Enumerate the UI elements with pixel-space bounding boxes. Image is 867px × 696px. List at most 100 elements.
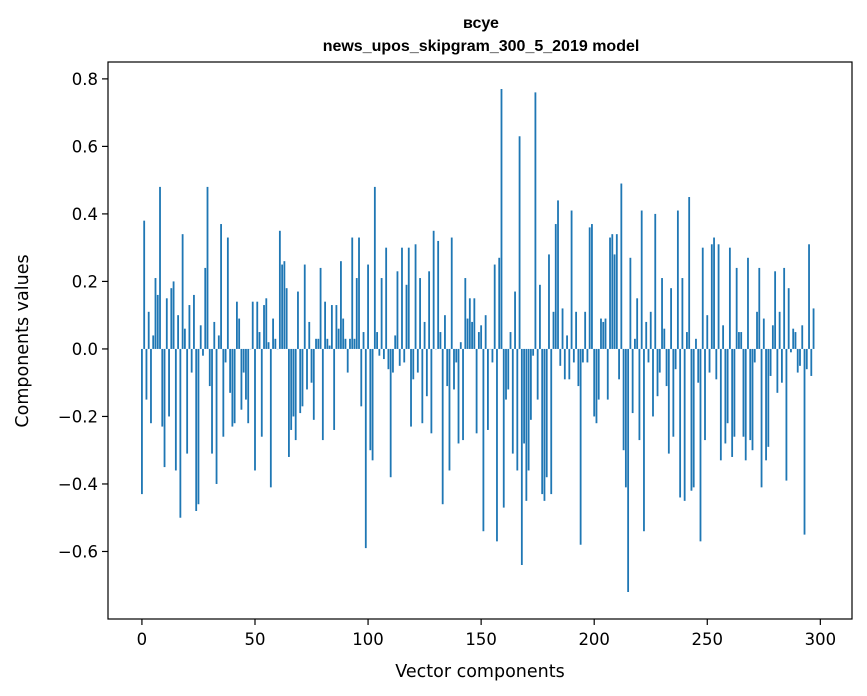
bar-65 bbox=[288, 348, 290, 457]
bar-280 bbox=[774, 271, 777, 349]
bar-220 bbox=[638, 348, 641, 441]
bar-277 bbox=[767, 348, 770, 447]
bar-164 bbox=[511, 348, 514, 454]
bar-7 bbox=[156, 294, 159, 349]
bar-0 bbox=[141, 348, 143, 495]
bar-278 bbox=[769, 348, 772, 376]
bar-279 bbox=[771, 325, 774, 349]
bar-13 bbox=[170, 288, 173, 349]
bar-84 bbox=[330, 305, 333, 349]
bar-51 bbox=[256, 301, 259, 349]
bar-178 bbox=[543, 348, 546, 501]
bar-73 bbox=[306, 348, 308, 390]
bar-177 bbox=[541, 348, 544, 495]
bar-117 bbox=[405, 284, 408, 349]
bar-251 bbox=[708, 348, 711, 373]
bar-165 bbox=[514, 291, 516, 349]
bar-96 bbox=[358, 237, 360, 349]
bar-180 bbox=[548, 254, 550, 349]
bar-52 bbox=[258, 332, 261, 349]
bar-281 bbox=[776, 348, 779, 393]
bar-207 bbox=[609, 237, 611, 349]
bar-189 bbox=[568, 348, 571, 380]
bar-113 bbox=[396, 271, 399, 349]
bar-71 bbox=[301, 348, 304, 407]
bar-104 bbox=[376, 332, 379, 349]
bar-54 bbox=[263, 305, 265, 349]
bar-140 bbox=[457, 348, 460, 444]
bar-141 bbox=[459, 342, 462, 349]
bar-99 bbox=[364, 348, 367, 549]
bar-285 bbox=[785, 348, 788, 481]
bar-10 bbox=[163, 348, 166, 468]
bar-170 bbox=[525, 348, 528, 501]
y-axis-ticks: −0.6 −0.4 −0.2 0.0 0.2 0.4 0.6 0.8 bbox=[58, 70, 108, 561]
bar-250 bbox=[706, 315, 709, 349]
bar-91 bbox=[346, 348, 349, 373]
bar-179 bbox=[545, 348, 548, 478]
x-tick-label: 150 bbox=[465, 630, 497, 649]
bar-244 bbox=[692, 348, 695, 488]
bar-138 bbox=[453, 348, 455, 390]
bar-197 bbox=[586, 348, 589, 363]
bar-173 bbox=[532, 348, 535, 356]
bar-24 bbox=[195, 348, 198, 511]
bar-132 bbox=[439, 332, 442, 349]
bar-75 bbox=[310, 348, 313, 383]
bar-116 bbox=[403, 348, 406, 363]
bar-253 bbox=[713, 237, 715, 349]
bar-290 bbox=[796, 348, 799, 373]
bar-167 bbox=[518, 136, 521, 349]
bar-32 bbox=[213, 321, 216, 349]
bar-256 bbox=[719, 348, 722, 461]
bar-83 bbox=[328, 345, 331, 349]
bar-131 bbox=[437, 240, 440, 349]
bar-12 bbox=[168, 348, 170, 417]
bar-78 bbox=[317, 338, 320, 349]
bar-233 bbox=[667, 348, 670, 454]
bar-115 bbox=[401, 247, 403, 349]
bar-152 bbox=[484, 315, 487, 349]
bar-205 bbox=[604, 318, 607, 349]
bar-236 bbox=[674, 348, 677, 370]
bar-128 bbox=[430, 348, 433, 434]
x-tick-label: 300 bbox=[805, 630, 837, 649]
chart-title-line2: news_upos_skipgram_300_5_2019 model bbox=[323, 38, 640, 55]
bar-160 bbox=[502, 348, 505, 508]
bar-59 bbox=[274, 338, 277, 349]
bar-169 bbox=[523, 348, 525, 444]
bar-266 bbox=[742, 348, 745, 437]
y-tick-label: −0.6 bbox=[58, 542, 98, 561]
bar-271 bbox=[753, 348, 756, 363]
bar-243 bbox=[690, 348, 693, 491]
bar-209 bbox=[613, 254, 616, 349]
bar-230 bbox=[661, 278, 663, 349]
bar-57 bbox=[269, 348, 272, 488]
bar-292 bbox=[801, 325, 804, 349]
bar-284 bbox=[783, 267, 786, 349]
bar-289 bbox=[794, 332, 797, 349]
bar-45 bbox=[242, 348, 245, 373]
bar-195 bbox=[581, 348, 584, 363]
bar-272 bbox=[756, 311, 758, 349]
bar-232 bbox=[665, 348, 668, 387]
bar-134 bbox=[444, 315, 446, 349]
bar-16 bbox=[177, 315, 180, 349]
bar-64 bbox=[285, 288, 288, 349]
bar-85 bbox=[333, 348, 336, 430]
bar-188 bbox=[566, 335, 568, 349]
bar-11 bbox=[165, 298, 168, 349]
bar-5 bbox=[152, 335, 155, 349]
bar-2 bbox=[145, 348, 148, 400]
bar-162 bbox=[507, 348, 510, 390]
bar-118 bbox=[407, 247, 410, 349]
bar-55 bbox=[265, 298, 268, 349]
bar-106 bbox=[380, 278, 383, 349]
bar-120 bbox=[412, 348, 415, 380]
y-axis-label: Components values bbox=[13, 254, 33, 427]
bar-145 bbox=[468, 298, 471, 349]
y-tick-label: 0.4 bbox=[72, 205, 98, 224]
bar-77 bbox=[315, 338, 317, 349]
bar-194 bbox=[579, 348, 582, 545]
bar-226 bbox=[652, 348, 654, 417]
